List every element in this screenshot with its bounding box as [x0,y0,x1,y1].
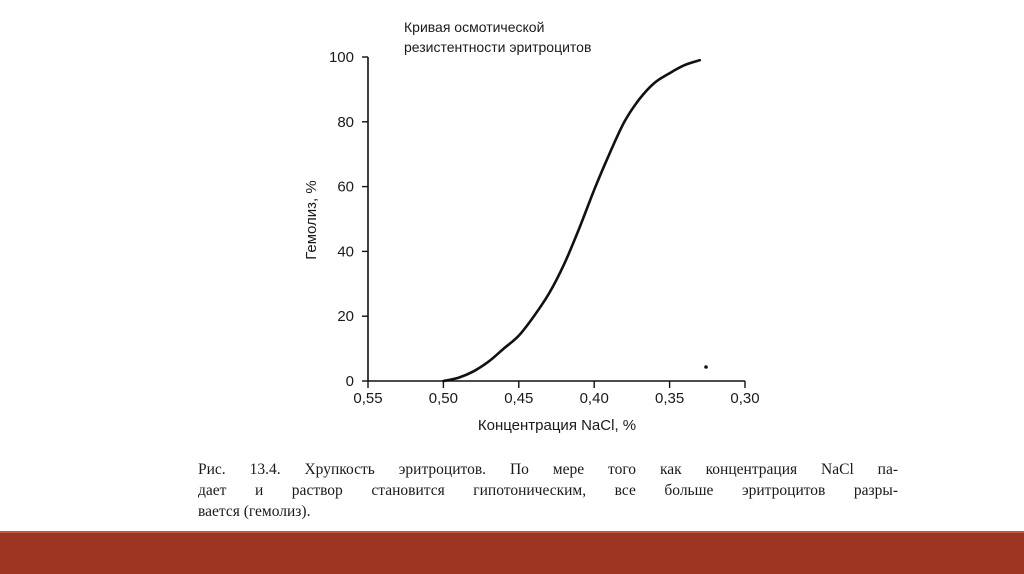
x-axis-title: Концентрация NaCl, % [478,417,636,434]
axes [367,57,745,382]
stray-dot [704,365,708,369]
caption-line-2: дает и раствор становится гипотоническим… [198,482,898,499]
caption-line-1: Рис. 13.4. Хрупкость эритроцитов. По мер… [198,461,898,478]
bottom-bar [0,533,1024,574]
y-axis-ticks: 0 20 40 60 80 100 [329,49,368,390]
x-tick-label: 0,55 [353,390,382,407]
x-tick-label: 0,35 [655,390,684,407]
chart-title-line-1: Кривая осмотической [404,19,544,35]
y-tick-label: 20 [337,308,354,325]
y-tick-label: 100 [329,49,354,66]
x-tick-label: 0,40 [580,390,609,407]
x-axis-ticks: 0,55 0,50 0,45 0,40 0,35 0,30 [353,381,760,407]
y-tick-label: 40 [337,243,354,260]
figure-caption: Рис. 13.4. Хрупкость эритроцитов. По мер… [198,459,898,522]
series-line [442,58,702,383]
y-tick-label: 60 [337,179,354,196]
y-tick-label: 0 [346,373,354,390]
x-tick-label: 0,50 [429,390,458,407]
chart-title: Кривая осмотической резистентности эритр… [404,19,591,55]
chart-title-line-2: резистентности эритроцитов [404,39,591,55]
x-tick-label: 0,30 [730,390,759,407]
x-tick-label: 0,45 [504,390,533,407]
y-tick-label: 80 [337,114,354,131]
bottom-bar-accent [0,531,1024,533]
series [442,58,702,383]
caption-line-3: вается (гемолиз). [198,503,311,520]
y-axis-title: Гемолиз, % [303,180,320,259]
